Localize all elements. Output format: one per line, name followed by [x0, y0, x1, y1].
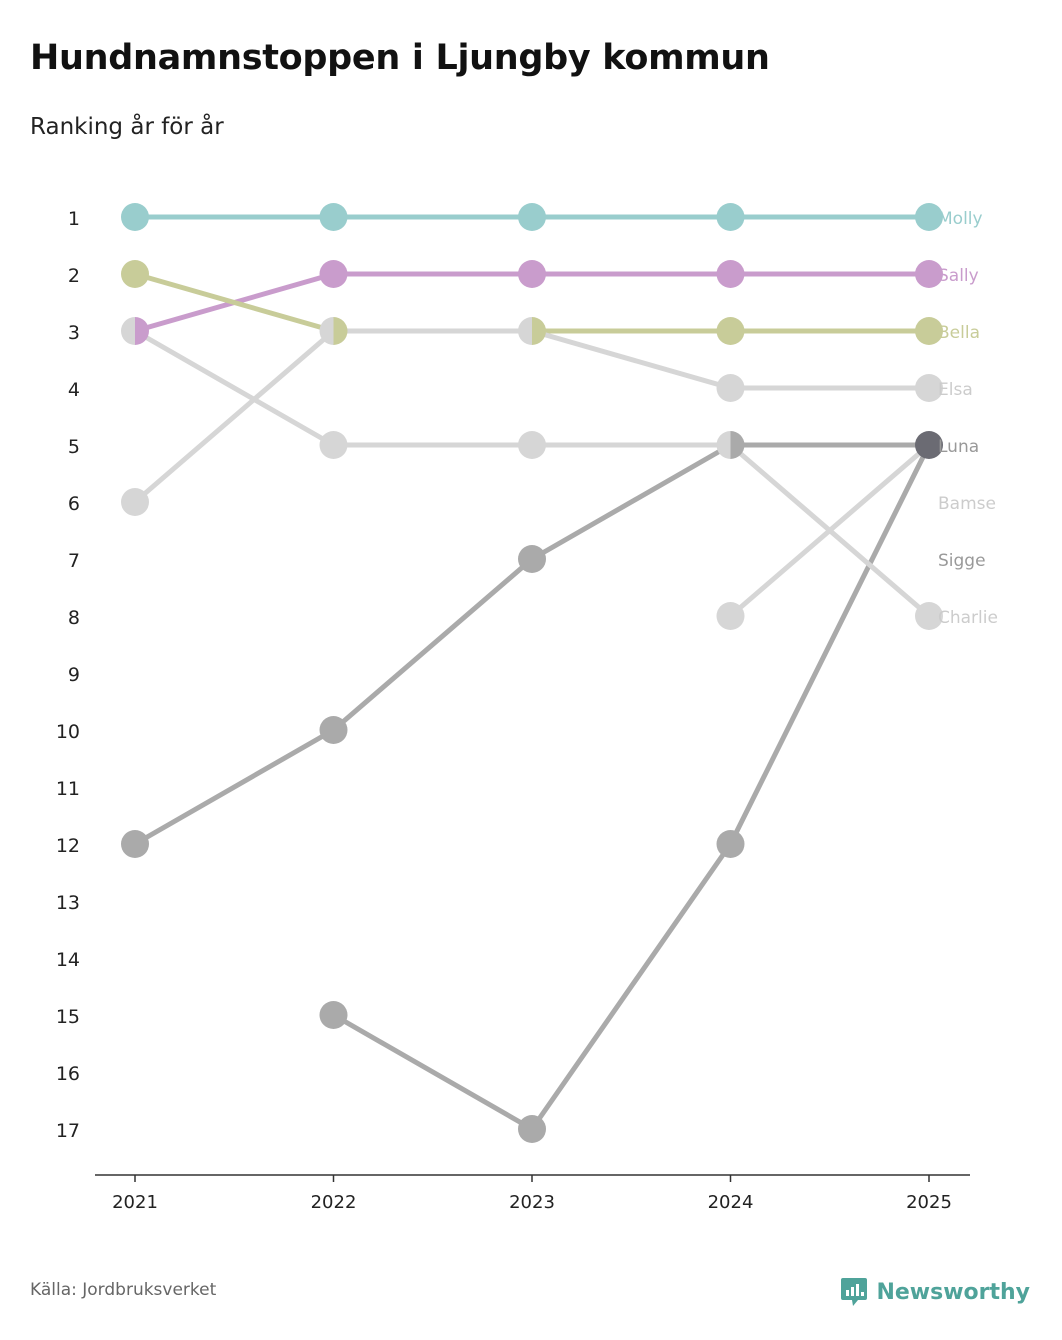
x-tick-label: 2022 [311, 1192, 357, 1213]
point-elsa-2025 [915, 374, 943, 402]
series-label-bella: Bella [938, 323, 980, 343]
point-molly-2025 [915, 203, 943, 231]
y-tick-label: 16 [56, 1063, 80, 1085]
y-tick-label: 11 [56, 778, 80, 800]
point-sigge-2022 [319, 1001, 348, 1029]
series-label-sigge: Sigge [938, 551, 986, 571]
point-elsa-2021 [121, 488, 149, 516]
point-sally-2023 [518, 260, 546, 288]
point-charlie-2022 [319, 431, 348, 459]
point-elsa-2023 [518, 317, 532, 345]
point-bella-2022 [333, 317, 348, 345]
series-label-elsa: Elsa [938, 380, 973, 400]
y-tick-label: 6 [68, 493, 80, 515]
brand-logo[interactable]: Newsworthy [840, 1276, 1030, 1308]
point-luna-2023 [518, 545, 546, 573]
point-luna-2024 [730, 431, 745, 459]
point-molly-2022 [319, 203, 348, 231]
point-luna-2021 [121, 830, 149, 858]
x-tick-label: 2021 [112, 1192, 158, 1213]
x-axis-ticks: 2021 2022 2023 2024 2025 [112, 1175, 952, 1213]
source-note: Källa: Jordbruksverket [30, 1280, 217, 1300]
series-label-luna: Luna [938, 437, 979, 457]
series-lines [132, 214, 932, 1132]
point-sally-2024 [716, 260, 745, 288]
point-molly-2021 [121, 203, 149, 231]
y-tick-label: 14 [56, 949, 80, 971]
point-charlie-2023 [518, 431, 546, 459]
point-luna-2022 [319, 716, 348, 744]
x-tick-label: 2025 [906, 1192, 952, 1213]
series-label-sally: Sally [938, 266, 979, 286]
point-sigge-2024 [716, 830, 745, 858]
y-tick-label: 9 [68, 664, 80, 686]
y-tick-label: 10 [56, 721, 80, 743]
series-line-sigge [331, 442, 932, 1132]
series-line-elsa [132, 328, 932, 505]
y-tick-label: 4 [68, 379, 80, 401]
point-charlie-2021 [121, 317, 135, 345]
x-tick-label: 2023 [509, 1192, 555, 1213]
point-elsa-2024 [716, 374, 745, 402]
x-tick-label: 2024 [708, 1192, 754, 1213]
point-molly-2024 [716, 203, 745, 231]
y-tick-label: 5 [68, 436, 80, 458]
point-elsa-2022 [319, 317, 334, 345]
point-charlie-2025 [915, 602, 943, 630]
y-tick-label: 12 [56, 835, 80, 857]
point-sally-2022 [319, 260, 348, 288]
point-bella-2024 [716, 317, 745, 345]
point-sigge-2025 [915, 431, 943, 459]
chart-subtitle: Ranking år för år [30, 114, 224, 140]
y-tick-label: 7 [68, 550, 80, 572]
series-label-charlie: Charlie [938, 608, 998, 628]
series-line-charlie [132, 328, 932, 619]
newsworthy-logo-icon [841, 1278, 868, 1306]
series-points [121, 203, 943, 1143]
point-bella-2025 [915, 317, 943, 345]
chart-title: Hundnamnstoppen i Ljungby kommun [30, 38, 770, 78]
y-tick-label: 17 [56, 1120, 80, 1142]
point-bella-2023 [532, 317, 546, 345]
series-labels: Molly Sally Bella Elsa Luna Bamse Sigge Charlie [938, 209, 998, 628]
point-sally-2021 [135, 317, 149, 345]
point-sigge-2023 [518, 1115, 546, 1143]
series-line-luna [132, 442, 932, 847]
y-tick-label: 15 [56, 1006, 80, 1028]
y-tick-label: 1 [68, 208, 80, 230]
y-tick-label: 2 [68, 265, 80, 287]
point-charlie-2024 [716, 431, 731, 459]
y-tick-label: 13 [56, 892, 80, 914]
point-sally-2025 [915, 260, 943, 288]
y-tick-label: 8 [68, 607, 80, 629]
y-tick-label: 3 [68, 322, 80, 344]
point-bamse-2024 [716, 602, 745, 630]
series-label-molly: Molly [938, 209, 983, 229]
series-label-bamse: Bamse [938, 494, 996, 514]
point-bella-2021 [121, 260, 149, 288]
brand-name: Newsworthy [876, 1279, 1030, 1305]
point-molly-2023 [518, 203, 546, 231]
